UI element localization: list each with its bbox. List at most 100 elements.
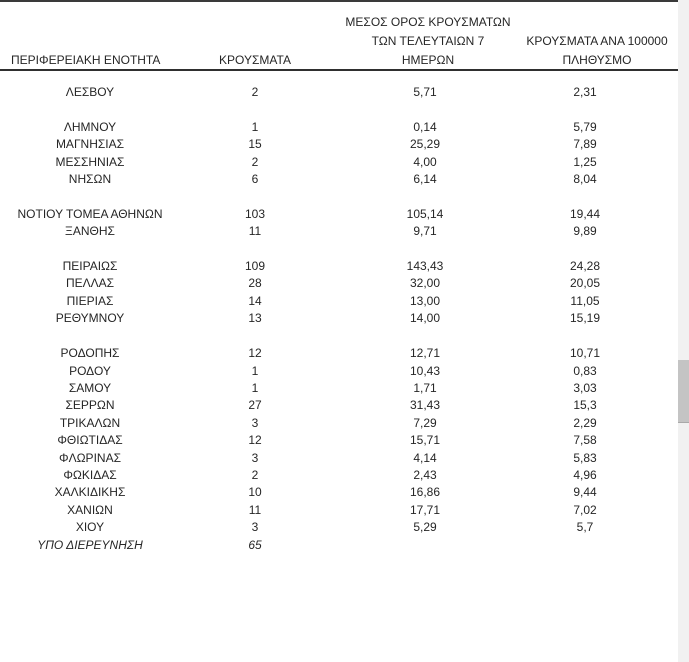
cell-per100k (520, 241, 650, 258)
cell-cases: 2 (251, 467, 259, 482)
cell-cases: 12 (248, 433, 262, 448)
cell-per100k: 5,79 (573, 119, 597, 134)
cell-per100k: 2,31 (573, 85, 597, 99)
cell-avg7: 6,14 (413, 172, 437, 187)
cell-per100k: 9,44 (573, 485, 597, 500)
cell-region: ΛΗΜΝΟΥ (63, 119, 117, 134)
cell-avg7: 1,71 (413, 380, 437, 395)
table-row: ΦΩΚΙΔΑΣ 2 2,43 4,96 (0, 467, 678, 484)
cell-region: ΣΕΡΡΩΝ (65, 398, 115, 413)
vertical-scrollbar[interactable] (678, 0, 689, 662)
table-row-blank (0, 188, 678, 205)
cell-cases: 1 (251, 380, 259, 395)
cell-per100k: 1,25 (573, 154, 597, 169)
table-row: ΣΕΡΡΩΝ 27 31,43 15,3 (0, 397, 678, 414)
cell-per100k: 5,83 (573, 450, 597, 465)
cell-cases: 12 (248, 346, 262, 361)
cell-region: ΞΑΝΘΗΣ (65, 224, 115, 239)
cell-avg7 (330, 101, 520, 118)
cell-avg7: 16,86 (409, 485, 441, 500)
cell-avg7: 4,14 (413, 450, 437, 465)
cell-per100k (520, 328, 650, 345)
cell-avg7 (330, 537, 520, 554)
cell-region: ΦΛΩΡΙΝΑΣ (59, 450, 121, 465)
cell-per100k: 20,05 (569, 276, 601, 291)
cell-per100k: 15,19 (569, 311, 601, 326)
cell-avg7: 7,29 (413, 415, 437, 430)
table-row-blank (0, 101, 678, 118)
table-row: ΥΠΟ ΔΙΕΡΕΥΝΗΣΗ 65 (0, 537, 678, 554)
cell-cases: 11 (248, 502, 262, 517)
cell-avg7: 10,43 (409, 363, 441, 378)
cell-per100k: 0,83 (573, 363, 597, 378)
cell-cases: 6 (251, 172, 259, 187)
cell-per100k: 4,96 (573, 467, 597, 482)
cell-cases: 103 (244, 206, 266, 221)
cell-avg7: 4,00 (413, 154, 437, 169)
cell-per100k: 15,3 (573, 398, 597, 413)
cell-avg7: 13,00 (409, 293, 441, 308)
cell-region: ΥΠΟ ΔΙΕΡΕΥΝΗΣΗ (37, 537, 143, 552)
column-header-cases-per-100000-line2: ΠΛΗΘΥΣΜΟ (562, 53, 632, 67)
cell-per100k: 9,89 (573, 224, 597, 239)
cell-avg7: 0,14 (413, 119, 437, 134)
cell-region: ΠΙΕΡΙΑΣ (66, 293, 114, 308)
cell-region (0, 328, 180, 345)
cell-per100k: 19,44 (569, 206, 601, 221)
cell-region: ΛΕΣΒΟΥ (65, 85, 115, 99)
cell-cases: 11 (248, 224, 262, 239)
cell-region: ΝΟΤΙΟΥ ΤΟΜΕΑ ΑΘΗΝΩΝ (17, 206, 163, 221)
cell-avg7: 105,14 (406, 206, 444, 221)
cell-avg7: 5,71 (413, 85, 437, 99)
cell-region: ΦΘΙΩΤΙΔΑΣ (57, 433, 123, 448)
table-row-blank (0, 328, 678, 345)
cell-per100k (520, 101, 650, 118)
table-row: ΝΗΣΩΝ 6 6,14 8,04 (0, 171, 678, 188)
cell-region: ΡΟΔΟΠΗΣ (60, 346, 120, 361)
cell-region: ΧΙΟΥ (75, 520, 105, 535)
cell-per100k: 24,28 (569, 259, 601, 274)
cell-cases (180, 328, 330, 345)
table-row: ΜΑΓΝΗΣΙΑΣ 15 25,29 7,89 (0, 136, 678, 153)
cell-cases: 2 (251, 85, 259, 99)
table-row: ΛΕΣΒΟΥ 2 5,71 2,31 (0, 84, 678, 101)
table-row: ΜΕΣΣΗΝΙΑΣ 2 4,00 1,25 (0, 154, 678, 171)
table-row: ΠΕΙΡΑΙΩΣ 109 143,43 24,28 (0, 258, 678, 275)
cell-region: ΦΩΚΙΔΑΣ (63, 467, 117, 482)
column-header-cases: ΚΡΟΥΣΜΑΤΑ (219, 53, 291, 67)
cell-avg7: 5,29 (413, 520, 437, 535)
cell-per100k: 11,05 (570, 293, 600, 308)
cell-per100k (520, 537, 650, 554)
cell-per100k: 3,03 (573, 380, 597, 395)
top-border-rule (0, 0, 678, 2)
table-row: ΧΙΟΥ 3 5,29 5,7 (0, 519, 678, 536)
cell-cases: 3 (251, 415, 259, 430)
cell-per100k: 7,02 (573, 502, 597, 517)
cell-avg7: 14,00 (409, 311, 441, 326)
table-row: ΡΟΔΟΠΗΣ 12 12,71 10,71 (0, 345, 678, 362)
cell-cases: 1 (251, 363, 259, 378)
cell-region (0, 101, 180, 118)
cell-avg7 (330, 188, 520, 205)
column-header-7day-average: ΜΕΣΟΣ ΟΡΟΣ ΚΡΟΥΣΜΑΤΩΝ ΤΩΝ ΤΕΛΕΥΤΑΙΩΝ 7 Η… (330, 13, 526, 70)
cell-region: ΧΑΝΙΩΝ (67, 502, 113, 517)
cell-avg7: 17,71 (409, 502, 441, 517)
cell-region: ΡΕΘΥΜΝΟΥ (55, 311, 125, 326)
column-header-cases-per-100000-line1: ΚΡΟΥΣΜΑΤΑ ΑΝΑ 100000 (526, 34, 668, 48)
cell-region: ΣΑΜΟΥ (68, 380, 112, 395)
table-row: ΦΛΩΡΙΝΑΣ 3 4,14 5,83 (0, 450, 678, 467)
cell-region: ΠΕΛΛΑΣ (65, 276, 115, 291)
table-row: ΡΕΘΥΜΝΟΥ 13 14,00 15,19 (0, 310, 678, 327)
scrollbar-thumb[interactable] (678, 360, 689, 423)
cell-region: ΧΑΛΚΙΔΙΚΗΣ (54, 485, 126, 500)
table-row: ΝΟΤΙΟΥ ΤΟΜΕΑ ΑΘΗΝΩΝ 103 105,14 19,44 (0, 206, 678, 223)
column-header-cases-per-100000: ΚΡΟΥΣΜΑΤΑ ΑΝΑ 100000 ΠΛΗΘΥΣΜΟ (505, 32, 689, 70)
cell-cases: 3 (251, 450, 259, 465)
cell-per100k: 8,04 (573, 172, 597, 187)
table-row: ΧΑΝΙΩΝ 11 17,71 7,02 (0, 502, 678, 519)
cell-cases (180, 101, 330, 118)
cell-per100k: 7,89 (573, 137, 597, 152)
table-row: ΤΡΙΚΑΛΩΝ 3 7,29 2,29 (0, 415, 678, 432)
header-underline-rule (0, 69, 678, 71)
